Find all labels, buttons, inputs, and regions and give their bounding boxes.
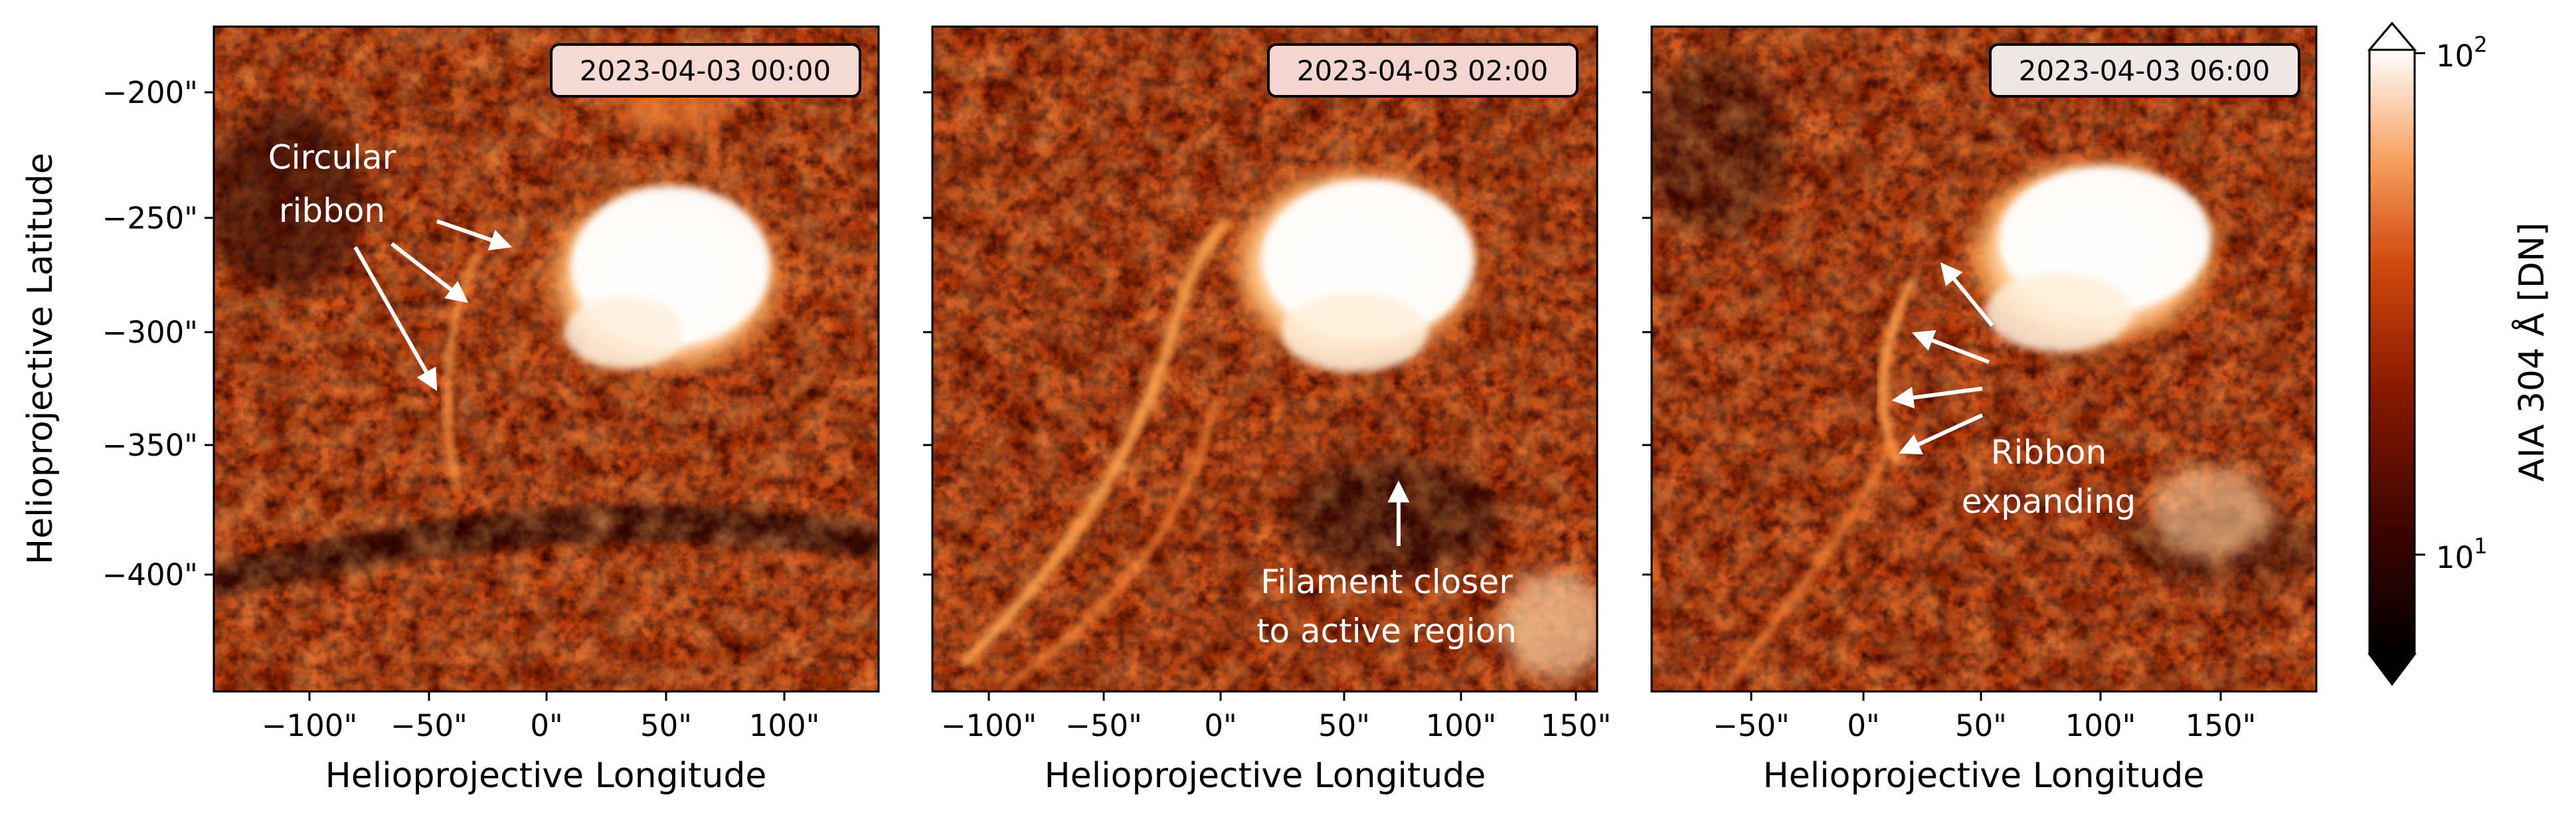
arrow-icon <box>1899 413 1984 454</box>
panel-3-annotation-line-2: expanding <box>1962 482 2136 521</box>
panel-1-x-axis-label: Helioprojective Longitude <box>325 756 767 796</box>
x-tick-label: −50" <box>390 708 468 743</box>
x-tick-label: 0" <box>1204 708 1237 743</box>
arrow-icon <box>390 242 469 304</box>
panel-3-arrows <box>1891 262 1994 454</box>
panel-2-timestamp-text: 2023-04-03 02:00 <box>1297 54 1548 87</box>
x-tick-label: 150" <box>2186 708 2257 743</box>
colorbar: 102 101 AIA 304 Å [DN] <box>2367 21 2552 686</box>
colorbar-extend-max-icon <box>2367 21 2417 51</box>
x-tick-label: 100" <box>749 708 820 743</box>
colorbar-extend-min-icon <box>2367 653 2417 686</box>
x-tick-label: 0" <box>530 708 562 743</box>
panel-1-annotation-line-1: Circular <box>268 138 396 177</box>
x-tick-label: −100" <box>262 708 357 743</box>
panel-2-x-axis-label: Helioprojective Longitude <box>1045 756 1486 796</box>
panel-3-x-ticks <box>1750 691 2222 701</box>
panel-3-timestamp-text: 2023-04-03 06:00 <box>2019 54 2270 87</box>
x-tick-label: 100" <box>2065 708 2136 743</box>
panel-2-y-ticks <box>923 91 932 576</box>
arrow-icon <box>353 246 438 391</box>
y-tick-label: −200" <box>102 75 198 110</box>
panel-1-x-ticks <box>308 691 786 701</box>
y-axis-label: Helioprojective Latitude <box>21 153 60 565</box>
panel-2: 2023-04-03 02:00 Filament closer to acti… <box>923 25 1612 796</box>
y-tick-label: −300" <box>102 315 198 350</box>
panel-1-annotation-line-2: ribbon <box>279 191 385 230</box>
panel-3-timestamp: 2023-04-03 06:00 <box>1989 43 2300 98</box>
y-tick-label: −350" <box>102 428 198 463</box>
colorbar-gradient <box>2369 50 2415 654</box>
x-tick-label: 100" <box>1426 708 1497 743</box>
colorbar-label: AIA 304 Å [DN] <box>2511 223 2552 482</box>
x-tick-label: −50" <box>1713 708 1790 743</box>
panel-2-timestamp: 2023-04-03 02:00 <box>1267 43 1579 98</box>
x-tick-label: 0" <box>1847 708 1879 743</box>
panel-1-timestamp: 2023-04-03 00:00 <box>550 43 861 98</box>
panel-3-y-ticks <box>1642 91 1652 576</box>
panel-3-x-axis-label: Helioprojective Longitude <box>1763 756 2205 796</box>
panel-2-annotation-line-1: Filament closer <box>1260 563 1513 601</box>
panel-2-x-ticks <box>987 691 1577 701</box>
panel-3: 2023-04-03 06:00 Ribbon expanding −50" 0… <box>1642 25 2318 796</box>
panel-3-frame <box>1650 25 2318 693</box>
x-tick-label: 50" <box>640 708 692 743</box>
arrow-icon <box>1911 330 1990 364</box>
x-tick-label: −100" <box>941 708 1037 743</box>
colorbar-tick-top: 102 <box>2436 32 2488 74</box>
solar-image-panel-2 <box>932 27 1597 691</box>
y-tick-label: −250" <box>102 201 198 236</box>
solar-image-panel-1 <box>214 27 879 691</box>
x-tick-label: 150" <box>1541 708 1612 743</box>
panel-1: 2023-04-03 00:00 Circular ribbon −200" −… <box>21 25 880 796</box>
panel-1-timestamp-text: 2023-04-03 00:00 <box>580 54 831 87</box>
panel-1-arrows <box>353 219 513 391</box>
panel-3-annotation-line-1: Ribbon <box>1991 433 2106 472</box>
panel-2-annotation-line-2: to active region <box>1256 612 1517 650</box>
arrow-icon <box>1891 387 1983 409</box>
x-tick-label: −50" <box>1065 708 1142 743</box>
x-tick-label: 50" <box>1318 708 1370 743</box>
arrow-icon <box>436 219 513 250</box>
y-axis <box>205 91 214 576</box>
colorbar-tick-bottom: 101 <box>2436 533 2488 575</box>
panel-2-frame <box>931 25 1598 693</box>
y-tick-label: −400" <box>102 557 198 593</box>
arrow-icon <box>1940 262 1994 327</box>
x-tick-label: 50" <box>1955 708 2007 743</box>
